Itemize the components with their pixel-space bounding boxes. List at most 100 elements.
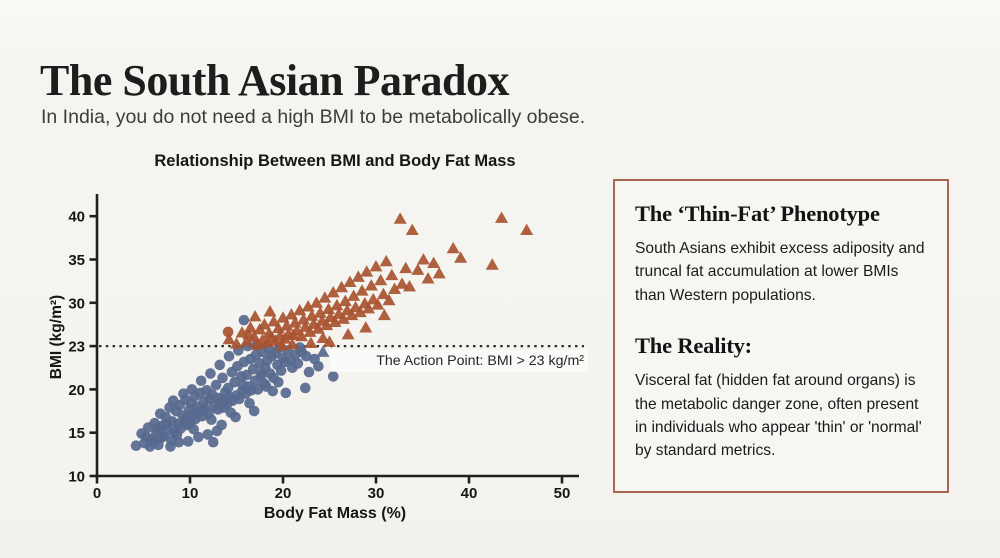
data-point-triangle — [276, 311, 290, 323]
data-point-circle — [195, 375, 207, 387]
data-point-triangle — [446, 241, 460, 254]
data-point-circle — [280, 387, 292, 399]
data-point-triangle — [335, 280, 349, 293]
y-tick-label: 15 — [68, 425, 85, 442]
data-point-triangle — [399, 261, 413, 274]
y-tick-label: 23 — [68, 339, 85, 356]
data-point-triangle — [393, 212, 407, 224]
panel-heading-thin-fat: The ‘Thin-Fat’ Phenotype — [635, 201, 880, 226]
data-point-triangle — [288, 316, 302, 328]
panel-body-thin-fat: South Asians exhibit excess adiposity an… — [635, 240, 925, 304]
data-point-circle — [197, 404, 209, 416]
x-axis-title: Body Fat Mass (%) — [263, 505, 407, 522]
data-point-triangle — [360, 265, 374, 277]
data-point-circle — [140, 431, 152, 443]
data-point-triangle — [311, 322, 325, 334]
data-point-triangle — [364, 279, 378, 291]
data-point-triangle — [421, 272, 435, 284]
data-point-circle — [217, 372, 228, 384]
data-point-triangle — [313, 306, 327, 318]
data-point-circle — [273, 376, 284, 388]
y-axis-title: BMI (kg/m²) — [48, 294, 65, 380]
data-point-triangle — [343, 275, 357, 288]
x-tick-label: 30 — [368, 485, 385, 502]
data-point-triangle — [309, 296, 323, 308]
data-point-circle — [178, 388, 189, 400]
page-subtitle: In India, you do not need a high BMI to … — [41, 105, 586, 128]
data-point-circle — [180, 412, 192, 424]
data-point-triangle — [338, 294, 352, 307]
data-point-circle — [238, 314, 250, 326]
data-point-circle — [182, 436, 194, 447]
data-point-circle — [300, 382, 311, 394]
y-tick-label: 40 — [68, 209, 85, 226]
data-point-triangle — [345, 308, 359, 321]
data-point-triangle — [485, 258, 499, 270]
data-point-triangle — [355, 284, 369, 296]
data-point-triangle — [330, 298, 344, 311]
data-point-triangle — [285, 337, 299, 350]
data-point-triangle — [275, 339, 289, 351]
page-title: The South Asian Paradox — [40, 56, 509, 106]
data-point-circle — [210, 379, 222, 391]
data-point-circle — [294, 342, 306, 353]
data-point-triangle — [230, 337, 243, 349]
data-point-triangle — [520, 223, 534, 236]
data-point-triangle — [395, 277, 409, 289]
data-point-triangle — [318, 291, 332, 303]
data-point-triangle — [305, 309, 319, 321]
data-point-triangle — [316, 331, 330, 344]
data-point-circle — [171, 429, 183, 440]
data-point-circle — [207, 436, 219, 448]
data-point-triangle — [242, 327, 256, 340]
x-tick-label: 10 — [182, 485, 199, 502]
y-tick-label: 30 — [68, 295, 85, 312]
data-point-triangle — [323, 335, 336, 347]
threshold-annotation: The Action Point: BMI > 23 kg/m² — [330, 350, 588, 372]
data-point-circle — [256, 368, 267, 379]
x-tick-label: 0 — [93, 485, 101, 502]
data-point-triangle — [320, 318, 334, 331]
data-point-circle — [292, 358, 304, 369]
data-point-circle — [248, 405, 260, 417]
data-point-triangle — [341, 327, 355, 340]
data-point-triangle — [385, 268, 399, 281]
data-point-circle — [260, 381, 272, 392]
data-point-circle — [303, 366, 315, 378]
data-point-triangle — [303, 325, 317, 337]
y-tick-label: 10 — [68, 469, 85, 486]
x-tick-label: 50 — [554, 485, 571, 502]
data-point-triangle — [362, 301, 376, 314]
data-point-triangle — [369, 260, 383, 272]
data-point-triangle — [222, 332, 236, 345]
data-point-circle — [219, 394, 230, 406]
data-point-circle — [205, 368, 216, 379]
data-point-triangle — [351, 270, 365, 282]
y-tick-label: 35 — [68, 252, 85, 269]
data-point-circle — [244, 397, 255, 409]
data-point-circle — [211, 425, 223, 437]
data-point-circle — [222, 326, 234, 338]
data-point-circle — [300, 350, 312, 362]
data-point-triangle — [411, 263, 425, 275]
panel-heading-reality: The Reality: — [635, 333, 752, 359]
data-point-triangle — [326, 286, 340, 298]
data-point-triangle — [248, 310, 262, 322]
data-point-triangle — [359, 321, 373, 333]
data-point-triangle — [322, 302, 336, 314]
panel-body-reality: Visceral fat (hidden fat around organs) … — [635, 372, 922, 460]
data-point-triangle — [257, 318, 271, 330]
data-point-circle — [186, 384, 198, 395]
data-point-circle — [130, 440, 142, 451]
data-point-circle — [188, 423, 200, 435]
data-point-triangle — [316, 345, 330, 357]
data-point-circle — [313, 361, 324, 372]
data-point-triangle — [371, 298, 385, 310]
data-point-circle — [214, 359, 226, 371]
data-point-circle — [223, 350, 235, 362]
data-point-circle — [167, 395, 179, 406]
x-tick-label: 40 — [461, 485, 478, 502]
data-point-circle — [193, 431, 204, 443]
